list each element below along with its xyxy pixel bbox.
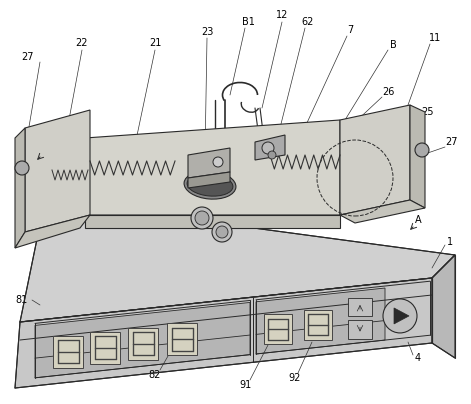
Polygon shape bbox=[348, 320, 372, 339]
Polygon shape bbox=[35, 303, 250, 378]
Polygon shape bbox=[128, 328, 158, 360]
Polygon shape bbox=[410, 105, 425, 208]
Circle shape bbox=[216, 226, 228, 238]
Text: 1: 1 bbox=[447, 237, 453, 247]
Polygon shape bbox=[167, 323, 197, 356]
Text: 11: 11 bbox=[429, 33, 441, 43]
Text: 22: 22 bbox=[76, 38, 88, 48]
Text: B: B bbox=[390, 40, 397, 50]
Polygon shape bbox=[255, 135, 285, 160]
Polygon shape bbox=[53, 336, 83, 368]
Circle shape bbox=[212, 222, 232, 242]
Text: A: A bbox=[414, 215, 422, 225]
Polygon shape bbox=[90, 332, 120, 364]
Polygon shape bbox=[432, 255, 455, 358]
Circle shape bbox=[213, 157, 223, 167]
Polygon shape bbox=[264, 314, 292, 344]
Text: 26: 26 bbox=[382, 87, 394, 97]
Polygon shape bbox=[188, 172, 230, 188]
Text: 82: 82 bbox=[149, 370, 161, 380]
Polygon shape bbox=[348, 298, 372, 316]
Text: 25: 25 bbox=[421, 107, 433, 117]
Circle shape bbox=[268, 151, 276, 159]
Text: 91: 91 bbox=[239, 380, 251, 390]
Ellipse shape bbox=[187, 174, 233, 196]
Polygon shape bbox=[256, 288, 385, 354]
Text: 4: 4 bbox=[415, 353, 421, 363]
Circle shape bbox=[15, 161, 29, 175]
Polygon shape bbox=[15, 215, 90, 248]
Polygon shape bbox=[188, 148, 230, 178]
Text: 62: 62 bbox=[302, 17, 314, 27]
Text: 24: 24 bbox=[404, 317, 416, 327]
Polygon shape bbox=[394, 308, 409, 324]
Text: 27: 27 bbox=[446, 137, 458, 147]
Text: 21: 21 bbox=[149, 38, 161, 48]
Polygon shape bbox=[15, 128, 25, 248]
Polygon shape bbox=[25, 110, 90, 232]
Text: B1: B1 bbox=[242, 17, 254, 27]
Polygon shape bbox=[340, 200, 425, 223]
Text: 23: 23 bbox=[201, 27, 213, 37]
Circle shape bbox=[262, 142, 274, 154]
Text: A: A bbox=[24, 145, 31, 155]
Circle shape bbox=[415, 143, 429, 157]
Text: 27: 27 bbox=[21, 52, 33, 62]
Circle shape bbox=[383, 299, 417, 333]
Text: 92: 92 bbox=[289, 373, 301, 383]
Polygon shape bbox=[304, 310, 332, 340]
Circle shape bbox=[195, 211, 209, 225]
Text: 81: 81 bbox=[16, 295, 28, 305]
Text: 7: 7 bbox=[347, 25, 353, 35]
Polygon shape bbox=[20, 200, 455, 322]
Polygon shape bbox=[340, 105, 410, 215]
Polygon shape bbox=[15, 278, 432, 388]
Circle shape bbox=[191, 207, 213, 229]
Polygon shape bbox=[85, 120, 340, 215]
Text: 12: 12 bbox=[276, 10, 288, 20]
Ellipse shape bbox=[184, 171, 236, 199]
Polygon shape bbox=[85, 215, 340, 228]
